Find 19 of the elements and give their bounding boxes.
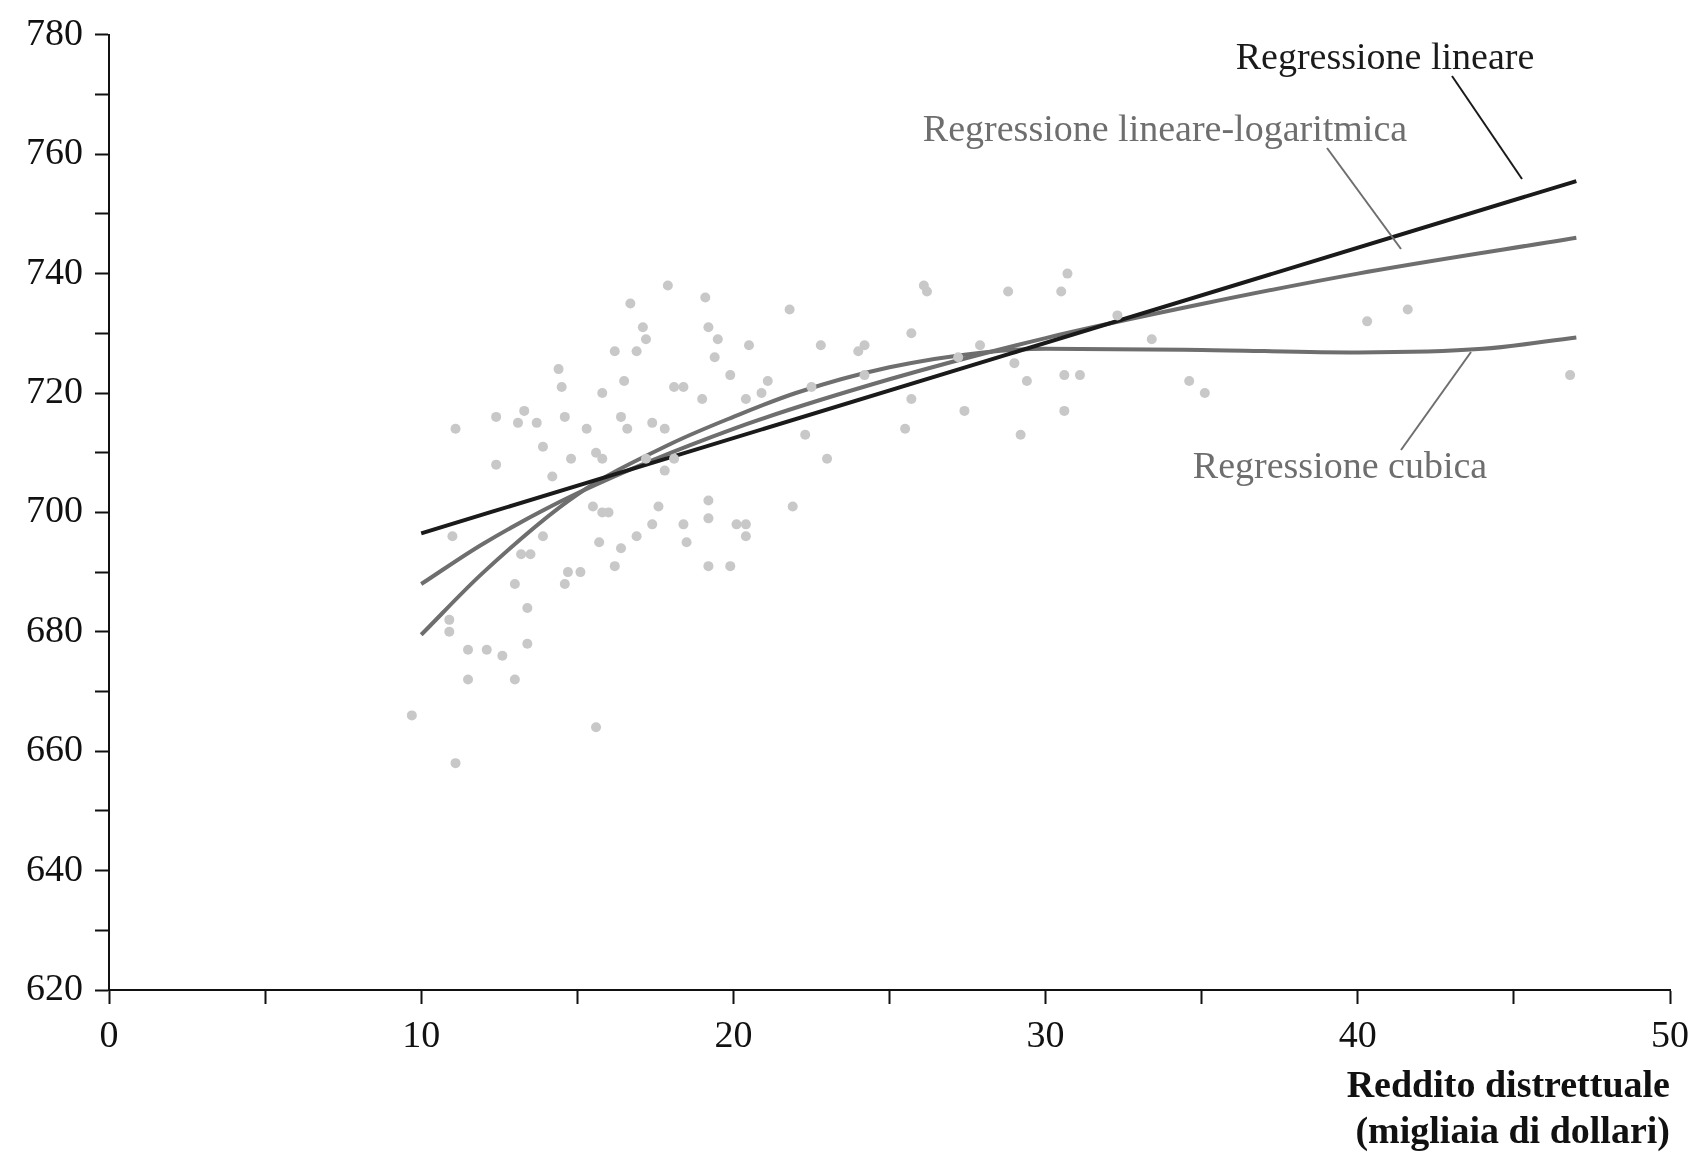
x-tick-label: 20 [714,1012,753,1055]
y-tick-label: 640 [26,846,83,889]
y-tick-label: 660 [26,727,83,770]
y-tick-label: 760 [26,130,83,173]
y-tick-label: 740 [26,249,83,292]
y-tick-label: 780 [26,10,83,53]
y-tick-label: 700 [26,488,83,531]
y-tick-label: 620 [26,965,83,1008]
x-tick-label: 0 [99,1012,119,1055]
x-tick-label: 50 [1651,1012,1689,1055]
y-tick-label: 680 [26,607,83,650]
x-tick-label: 40 [1338,1012,1377,1055]
text: Regressione lineare-logaritmica [922,106,1408,149]
x-tick-label: 10 [402,1012,441,1055]
text: Regressione lineare [1235,34,1535,77]
text: Regressione cubica [1192,443,1488,486]
y-tick-label: 720 [26,368,83,411]
x-axis-title: Reddito distrettuale (migliaia di dollari) [1346,1063,1670,1153]
x-tick-label: 30 [1026,1012,1065,1055]
